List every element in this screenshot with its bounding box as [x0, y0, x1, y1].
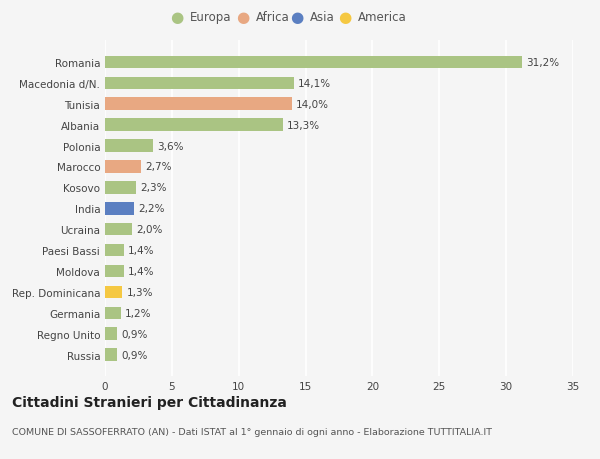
Bar: [105, 161, 141, 174]
Text: 1,2%: 1,2%: [125, 308, 152, 318]
Text: COMUNE DI SASSOFERRATO (AN) - Dati ISTAT al 1° gennaio di ogni anno - Elaborazio: COMUNE DI SASSOFERRATO (AN) - Dati ISTAT…: [12, 427, 492, 436]
Text: 0,9%: 0,9%: [121, 329, 148, 339]
Bar: [105, 78, 293, 90]
Text: Cittadini Stranieri per Cittadinanza: Cittadini Stranieri per Cittadinanza: [12, 395, 287, 409]
Text: 2,2%: 2,2%: [139, 204, 165, 214]
Bar: [105, 349, 117, 361]
Text: 2,7%: 2,7%: [145, 162, 172, 172]
Bar: [105, 140, 153, 152]
Text: 14,0%: 14,0%: [296, 100, 329, 110]
Bar: [105, 56, 522, 69]
Bar: [105, 182, 136, 194]
Bar: [105, 286, 122, 298]
Text: America: America: [358, 11, 407, 24]
Text: 3,6%: 3,6%: [157, 141, 184, 151]
Text: Europa: Europa: [190, 11, 232, 24]
Text: 14,1%: 14,1%: [298, 78, 331, 89]
Text: ●: ●: [236, 10, 250, 25]
Bar: [105, 119, 283, 132]
Text: ●: ●: [338, 10, 352, 25]
Bar: [105, 98, 292, 111]
Bar: [105, 307, 121, 319]
Text: 2,0%: 2,0%: [136, 225, 162, 235]
Text: 0,9%: 0,9%: [121, 350, 148, 360]
Text: 1,3%: 1,3%: [127, 287, 153, 297]
Bar: [105, 224, 132, 236]
Text: ●: ●: [290, 10, 304, 25]
Text: 2,3%: 2,3%: [140, 183, 166, 193]
Text: Africa: Africa: [256, 11, 290, 24]
Bar: [105, 265, 124, 278]
Text: 31,2%: 31,2%: [526, 58, 559, 68]
Text: 13,3%: 13,3%: [287, 120, 320, 130]
Bar: [105, 328, 117, 340]
Text: ●: ●: [170, 10, 184, 25]
Bar: [105, 202, 134, 215]
Bar: [105, 244, 124, 257]
Text: 1,4%: 1,4%: [128, 266, 154, 276]
Text: Asia: Asia: [310, 11, 335, 24]
Text: 1,4%: 1,4%: [128, 246, 154, 256]
